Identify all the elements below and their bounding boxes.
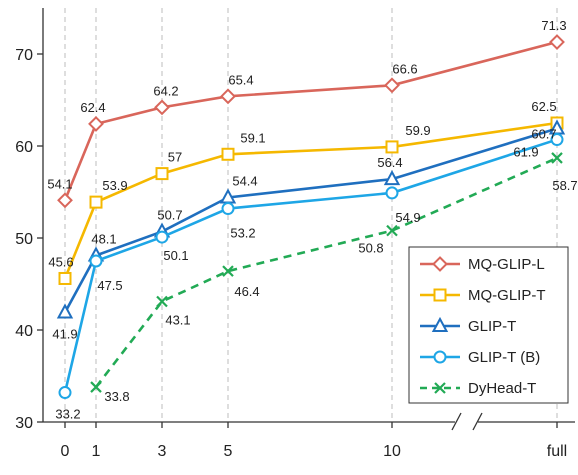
data-label-MQ-GLIP-T-1: 53.9 [102, 178, 127, 193]
data-label-MQ-GLIP-T-full: 62.5 [531, 99, 556, 114]
marker-DyHead-T-full [551, 152, 563, 164]
marker-DyHead-T-5 [222, 265, 234, 277]
marker-GLIP-T (B)-0 [58, 386, 72, 400]
data-label-DyHead-T-full: 58.7 [552, 178, 577, 193]
data-label-MQ-GLIP-L-full: 71.3 [541, 18, 566, 33]
y-tick-label-70: 70 [15, 47, 33, 64]
legend-marker-DyHead-T-stroke-b [434, 382, 446, 394]
data-label-DyHead-T-1: 33.8 [104, 389, 129, 404]
data-label-MQ-GLIP-T-3: 57 [168, 150, 182, 165]
marker-GLIP-T-0 [56, 303, 74, 319]
data-label-MQ-GLIP-L-3: 64.2 [153, 83, 178, 98]
marker-MQ-GLIP-L-3 [154, 99, 170, 116]
legend-label-MQ-GLIP-T: MQ-GLIP-T [468, 287, 546, 304]
legend-label-GLIP-T (B): GLIP-T (B) [468, 349, 540, 366]
legend-marker-MQ-GLIP-L [432, 256, 448, 272]
marker-DyHead-T-1-stroke-b [90, 381, 102, 393]
marker-DyHead-T-3 [156, 295, 168, 308]
data-labels: 54.1 62.4 64.2 65.4 66.6 71.3 45.6 53.9 57 59.1 59… [47, 18, 577, 422]
data-label-MQ-GLIP-L-10: 66.6 [392, 61, 417, 76]
data-label-GLIP-T-full: 61.9 [513, 145, 538, 160]
marker-GLIP-T (B)-10 [385, 186, 399, 200]
data-label-MQ-GLIP-T-0: 45.6 [48, 254, 73, 269]
series-line-GLIP-T (B) [63, 138, 558, 393]
data-label-DyHead-T-3: 43.1 [165, 312, 190, 327]
data-label-GLIP-T (B)-5: 53.2 [230, 226, 255, 241]
marker-GLIP-T (B)-5 [221, 202, 235, 216]
series-layer [56, 34, 566, 400]
data-label-GLIP-T (B)-1: 47.5 [97, 278, 122, 293]
data-label-GLIP-T-0: 41.9 [52, 327, 77, 342]
marker-MQ-GLIP-T-10 [385, 140, 399, 154]
marker-MQ-GLIP-L-full [549, 34, 565, 50]
data-label-GLIP-T (B)-full: 60.7 [531, 127, 556, 142]
x-tick-label-1: 1 [92, 443, 101, 460]
axis-break-mark-1 [451, 412, 462, 431]
marker-GLIP-T (B)-full [550, 133, 564, 147]
marker-MQ-GLIP-L-10 [384, 77, 400, 94]
data-label-GLIP-T (B)-3: 50.1 [163, 248, 188, 263]
y-tick-label-60: 60 [15, 139, 33, 156]
legend-label-MQ-GLIP-L: MQ-GLIP-L [468, 256, 545, 273]
data-label-GLIP-T-1: 48.1 [91, 231, 116, 246]
data-label-GLIP-T (B)-10: 54.9 [395, 210, 420, 225]
data-label-MQ-GLIP-T-5: 59.1 [240, 130, 265, 145]
data-label-GLIP-T-5: 54.4 [232, 174, 257, 189]
data-label-DyHead-T-10: 50.8 [358, 241, 383, 256]
x-tick-label-0: 0 [61, 443, 70, 460]
marker-DyHead-T-10-stroke-b [386, 224, 398, 237]
marker-DyHead-T-5-stroke-b [222, 265, 234, 277]
marker-DyHead-T-3-stroke-b [156, 295, 168, 308]
data-label-MQ-GLIP-T-10: 59.9 [405, 123, 430, 138]
marker-MQ-GLIP-L-1 [88, 116, 104, 132]
legend-label-GLIP-T: GLIP-T [468, 318, 516, 335]
data-label-MQ-GLIP-L-5: 65.4 [228, 72, 253, 87]
marker-MQ-GLIP-L-5 [220, 88, 236, 105]
data-label-MQ-GLIP-L-1: 62.4 [80, 100, 105, 115]
data-label-MQ-GLIP-L-0: 54.1 [47, 176, 72, 191]
series-line-GLIP-T [63, 127, 558, 314]
x-tick-label-5: 5 [224, 443, 233, 460]
legend-label-DyHead-T: DyHead-T [468, 380, 536, 397]
marker-DyHead-T-1 [90, 381, 102, 393]
marker-DyHead-T-10 [386, 224, 398, 237]
marker-GLIP-T-10 [383, 170, 401, 186]
x-tick-label-10: 10 [383, 443, 401, 460]
marker-GLIP-T (B)-1 [89, 254, 103, 268]
legend: MQ-GLIP-L MQ-GLIP-T GLIP-T GLIP-T (B) DyHead… [408, 246, 569, 404]
marker-MQ-GLIP-T-1 [89, 195, 103, 209]
legend-marker-MQ-GLIP-T [433, 288, 447, 302]
data-label-GLIP-T (B)-0: 33.2 [55, 407, 80, 422]
series-line-DyHead-T [94, 156, 558, 388]
marker-MQ-GLIP-T-5 [221, 147, 235, 161]
marker-MQ-GLIP-L-0 [57, 192, 73, 209]
legend-marker-DyHead-T [434, 382, 446, 394]
marker-MQ-GLIP-T-0 [58, 271, 72, 285]
marker-DyHead-T-full-stroke-b [551, 152, 563, 164]
axes: 30 40 50 60 70 0 1 3 5 10 full [15, 8, 575, 460]
y-tick-label-50: 50 [15, 231, 33, 248]
x-tick-label-full: full [547, 443, 567, 460]
y-tick-label-30: 30 [15, 415, 33, 432]
data-label-GLIP-T-10: 56.4 [377, 155, 402, 170]
data-label-DyHead-T-5: 46.4 [234, 284, 259, 299]
series-line-MQ-GLIP-L [63, 40, 558, 201]
marker-GLIP-T (B)-3 [155, 230, 169, 244]
y-tick-label-40: 40 [15, 323, 33, 340]
legend-marker-GLIP-T (B) [433, 350, 447, 364]
x-tick-label-3: 3 [158, 443, 167, 460]
axis-break-mark-2 [472, 412, 483, 431]
legend-marker-GLIP-T [431, 316, 449, 332]
data-label-GLIP-T-3: 50.7 [157, 208, 182, 223]
series-line-MQ-GLIP-T [63, 121, 558, 279]
marker-MQ-GLIP-T-3 [155, 167, 169, 181]
